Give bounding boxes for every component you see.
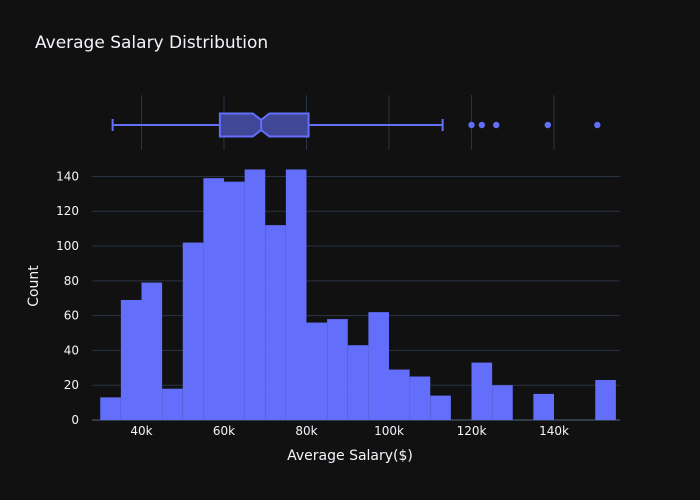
histogram-bar (409, 376, 431, 420)
y-tick-label: 120 (56, 204, 79, 218)
outlier-point (478, 121, 486, 129)
histogram-bar (347, 345, 369, 420)
histogram-bar (182, 242, 204, 420)
histogram-bars (100, 169, 616, 420)
marginal-boxplot (111, 112, 601, 138)
outlier-point (544, 121, 552, 129)
x-tick-label: 60k (213, 424, 235, 438)
histogram-bar (306, 322, 328, 420)
x-tick-label: 100k (374, 424, 404, 438)
outlier-point (468, 121, 475, 129)
histogram-bar (533, 393, 554, 420)
histogram-bar (224, 181, 245, 420)
outlier-point (493, 121, 500, 129)
histogram-bar (595, 379, 616, 420)
histogram-bar (471, 362, 493, 420)
histogram-bar (162, 388, 183, 420)
histogram-bar (285, 169, 307, 420)
x-tick-label: 140k (539, 424, 569, 438)
outlier-point (594, 121, 601, 129)
x-tick-label: 80k (295, 424, 317, 438)
chart-title: Average Salary Distribution (35, 33, 269, 53)
histogram-bar (203, 178, 224, 420)
histogram-bar (389, 369, 410, 420)
histogram-bar (244, 169, 266, 420)
y-tick-label: 140 (56, 169, 79, 183)
histogram-bar (120, 299, 142, 420)
y-tick-label: 0 (71, 413, 79, 427)
histogram-bar (265, 225, 286, 420)
histogram-bar (492, 385, 513, 420)
y-tick-label: 100 (56, 239, 79, 253)
y-axis-title: Count (26, 265, 42, 307)
x-tick-label: 40k (130, 424, 152, 438)
x-tick-label: 120k (457, 424, 487, 438)
histogram-bar (368, 312, 389, 420)
y-tick-label: 40 (64, 343, 79, 357)
histogram-bar (141, 282, 163, 420)
axis-ticks: 0 20 40 60 80 100 120 140 40k 60k 80k 100k 120k 140k (56, 169, 569, 438)
x-axis-title: Average Salary($) (287, 448, 413, 464)
histogram-bar (100, 397, 121, 420)
histogram-bar (430, 395, 451, 420)
notched-box (218, 112, 310, 138)
y-tick-label: 80 (64, 274, 79, 288)
y-tick-label: 20 (64, 378, 79, 392)
y-tick-label: 60 (64, 309, 79, 323)
histogram-bar (327, 319, 348, 420)
